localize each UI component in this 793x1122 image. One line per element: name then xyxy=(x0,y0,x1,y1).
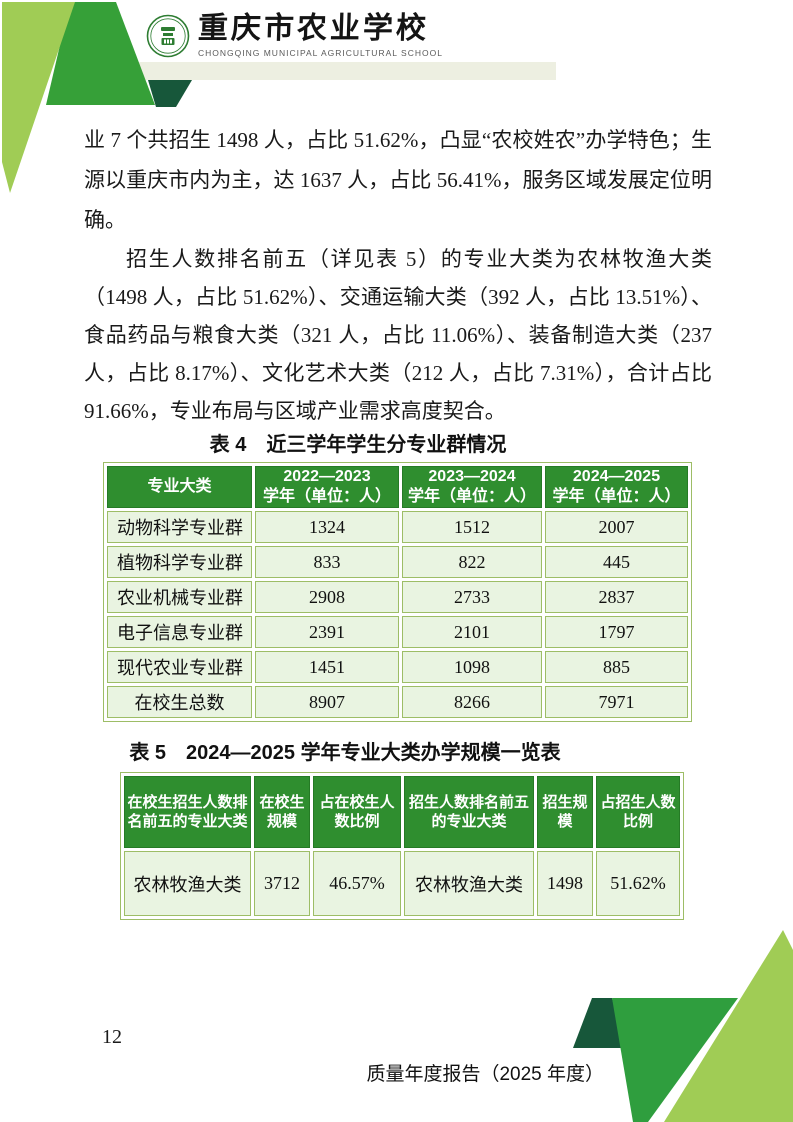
table4-col-header: 2023—2024 学年（单位：人） xyxy=(402,466,542,508)
table5-col-header: 在校生规模 xyxy=(254,776,310,848)
paragraph-1: 业 7 个共招生 1498 人，占比 51.62%，凸显“农校姓农”办学特色；生… xyxy=(84,128,712,232)
cell: 8266 xyxy=(402,686,542,718)
table5-col-header: 招生人数排名前五的专业大类 xyxy=(404,776,534,848)
table5-col-header: 在校生招生人数排名前五的专业大类 xyxy=(124,776,251,848)
cell: 2837 xyxy=(545,581,688,613)
table-5: 在校生招生人数排名前五的专业大类 在校生规模 占在校生人数比例 招生人数排名前五… xyxy=(120,772,684,920)
top-left-dark-green-wedge xyxy=(148,80,192,107)
table5-col-header: 占招生人数比例 xyxy=(596,776,680,848)
table4-col-header: 专业大类 xyxy=(107,466,252,508)
row-label: 现代农业专业群 xyxy=(107,651,252,683)
table-4: 专业大类 2022—2023 学年（单位：人） 2023—2024 学年（单位：… xyxy=(103,462,692,722)
cell: 2391 xyxy=(255,616,399,648)
cell: 农林牧渔大类 xyxy=(404,851,534,916)
school-seal-icon xyxy=(146,14,190,58)
cell: 2908 xyxy=(255,581,399,613)
table5-header-row: 在校生招生人数排名前五的专业大类 在校生规模 占在校生人数比例 招生人数排名前五… xyxy=(124,776,680,848)
row-label: 动物科学专业群 xyxy=(107,511,252,543)
cell: 445 xyxy=(545,546,688,578)
cell: 1098 xyxy=(402,651,542,683)
cell: 8907 xyxy=(255,686,399,718)
table-row: 动物科学专业群 1324 1512 2007 xyxy=(107,511,688,543)
table-row: 植物科学专业群 833 822 445 xyxy=(107,546,688,578)
table-total-row: 在校生总数 8907 8266 7971 xyxy=(107,686,688,718)
cell: 46.57% xyxy=(313,851,401,916)
table4-col-header: 2024—2025 学年（单位：人） xyxy=(545,466,688,508)
cell: 1797 xyxy=(545,616,688,648)
table4-caption: 表 4 近三学年学生分专业群情况 xyxy=(209,434,507,456)
cell: 2733 xyxy=(402,581,542,613)
table-row: 农业机械专业群 2908 2733 2837 xyxy=(107,581,688,613)
school-logo: 重庆市农业学校 CHONGQING MUNICIPAL AGRICULTURAL… xyxy=(146,12,443,58)
row-label: 植物科学专业群 xyxy=(107,546,252,578)
cell: 1451 xyxy=(255,651,399,683)
table4-header-row: 专业大类 2022—2023 学年（单位：人） 2023—2024 学年（单位：… xyxy=(107,466,688,508)
table5-caption: 表 5 2024—2025 学年专业大类办学规模一览表 xyxy=(129,742,561,764)
school-logo-text: 重庆市农业学校 CHONGQING MUNICIPAL AGRICULTURAL… xyxy=(197,12,443,58)
body-text: 业 7 个共招生 1498 人，占比 51.62%，凸显“农校姓农”办学特色；生… xyxy=(84,120,712,430)
cell: 833 xyxy=(255,546,399,578)
cell: 农林牧渔大类 xyxy=(124,851,251,916)
row-label: 农业机械专业群 xyxy=(107,581,252,613)
cell: 1498 xyxy=(537,851,593,916)
table5-col-header: 占在校生人数比例 xyxy=(313,776,401,848)
bottom-right-light-green-triangle xyxy=(664,930,793,1122)
cell: 7971 xyxy=(545,686,688,718)
cell: 1324 xyxy=(255,511,399,543)
cell: 2007 xyxy=(545,511,688,543)
table-row: 电子信息专业群 2391 2101 1797 xyxy=(107,616,688,648)
school-name-zh: 重庆市农业学校 xyxy=(197,12,430,45)
paragraph-2: 招生人数排名前五（详见表 5）的专业大类为农林牧渔大类（1498 人，占比 51… xyxy=(84,247,712,423)
cell: 885 xyxy=(545,651,688,683)
cell: 822 xyxy=(402,546,542,578)
table4-col-header: 2022—2023 学年（单位：人） xyxy=(255,466,399,508)
school-name-en: CHONGQING MUNICIPAL AGRICULTURAL SCHOOL xyxy=(198,48,443,58)
header-band xyxy=(133,62,556,80)
bottom-right-dark-green-wedge xyxy=(573,998,625,1048)
cell: 51.62% xyxy=(596,851,680,916)
table-row: 农林牧渔大类 3712 46.57% 农林牧渔大类 1498 51.62% xyxy=(124,851,680,916)
cell: 1512 xyxy=(402,511,542,543)
table5-col-header: 招生规模 xyxy=(537,776,593,848)
bottom-right-mid-green-triangle xyxy=(612,998,738,1122)
top-left-mid-green-triangle xyxy=(46,2,155,105)
row-label: 电子信息专业群 xyxy=(107,616,252,648)
page-number: 12 xyxy=(102,1026,122,1048)
table-row: 现代农业专业群 1451 1098 885 xyxy=(107,651,688,683)
top-left-light-green-wedge xyxy=(2,2,75,193)
row-label: 在校生总数 xyxy=(107,686,252,718)
cell: 3712 xyxy=(254,851,310,916)
cell: 2101 xyxy=(402,616,542,648)
footer-title: 质量年度报告（2025 年度） xyxy=(366,1064,604,1085)
